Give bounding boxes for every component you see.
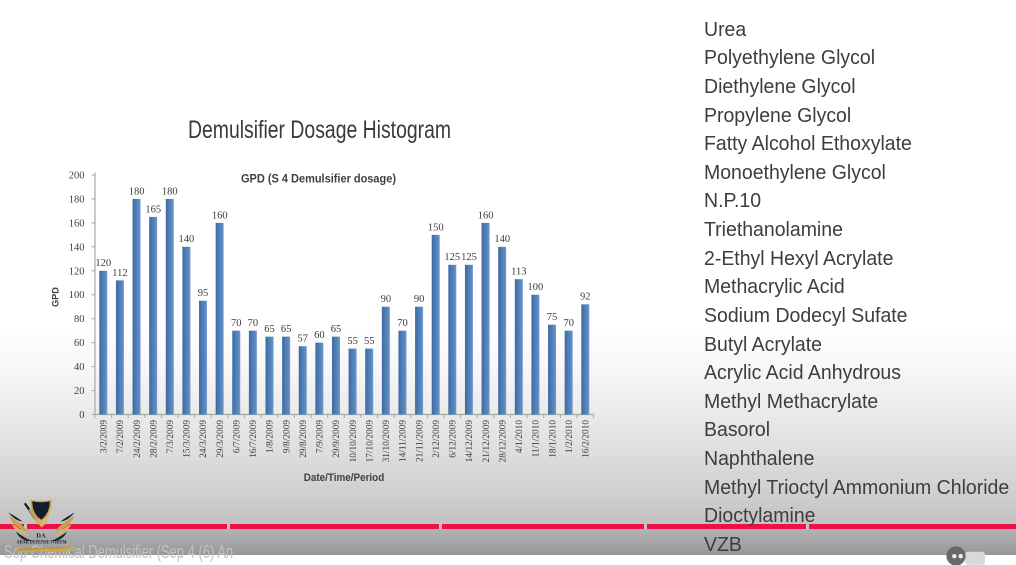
svg-text:60: 60 [74, 338, 85, 349]
svg-text:200: 200 [69, 171, 85, 182]
svg-text:6/12/2009: 6/12/2009 [449, 420, 459, 458]
svg-text:120: 120 [95, 258, 111, 269]
svg-text:95: 95 [198, 288, 209, 299]
svg-text:100: 100 [528, 282, 544, 293]
svg-text:0: 0 [79, 410, 84, 421]
svg-text:24/2/2009: 24/2/2009 [133, 420, 143, 458]
svg-text:11/1/2010: 11/1/2010 [532, 420, 542, 458]
svg-text:DA: DA [36, 533, 46, 540]
svg-text:21/12/2009: 21/12/2009 [482, 420, 492, 463]
svg-text:75: 75 [547, 312, 558, 323]
svg-text:18/1/2010: 18/1/2010 [548, 420, 558, 458]
svg-text:113: 113 [511, 267, 526, 278]
svg-text:65: 65 [281, 324, 292, 335]
svg-text:90: 90 [381, 294, 392, 305]
svg-text:28/12/2009: 28/12/2009 [498, 420, 508, 463]
svg-text:ARAB DEFENSE FORUM: ARAB DEFENSE FORUM [17, 539, 68, 545]
svg-text:160: 160 [212, 210, 228, 221]
svg-text:GPD (S 4 Demulsifier dosage): GPD (S 4 Demulsifier dosage) [241, 172, 396, 186]
svg-text:3/2/2009: 3/2/2009 [100, 420, 110, 453]
svg-text:29/9/2009: 29/9/2009 [332, 420, 342, 458]
svg-text:21/11/2009: 21/11/2009 [415, 420, 425, 462]
svg-text:20: 20 [74, 386, 85, 397]
svg-text:10/10/2009: 10/10/2009 [349, 420, 359, 463]
svg-text:31/10/2009: 31/10/2009 [382, 420, 392, 463]
svg-text:180: 180 [69, 194, 85, 205]
svg-text:80: 80 [74, 314, 85, 325]
svg-text:70: 70 [397, 318, 408, 329]
svg-text:16/2/2010: 16/2/2010 [581, 420, 591, 458]
svg-text:70: 70 [248, 318, 259, 329]
svg-text:112: 112 [112, 268, 127, 279]
svg-text:90: 90 [414, 294, 425, 305]
svg-text:4/1/2010: 4/1/2010 [515, 420, 525, 453]
svg-text:125: 125 [461, 252, 477, 263]
svg-text:165: 165 [145, 204, 161, 215]
svg-text:29/3/2009: 29/3/2009 [216, 420, 226, 458]
svg-text:16/7/2009: 16/7/2009 [249, 420, 259, 458]
svg-text:125: 125 [444, 252, 460, 263]
svg-text:1/8/2009: 1/8/2009 [266, 420, 276, 453]
svg-text:14/12/2009: 14/12/2009 [465, 420, 475, 463]
svg-text:60: 60 [314, 330, 325, 341]
svg-text:2/12/2009: 2/12/2009 [432, 420, 442, 458]
svg-text:7/9/2009: 7/9/2009 [316, 420, 326, 453]
svg-text:160: 160 [69, 218, 85, 229]
svg-text:9/8/2009: 9/8/2009 [282, 420, 292, 453]
svg-text:1/2/2010: 1/2/2010 [565, 420, 575, 453]
svg-text:65: 65 [264, 324, 275, 335]
svg-text:180: 180 [162, 186, 178, 197]
svg-text:70: 70 [563, 318, 574, 329]
svg-text:92: 92 [580, 292, 591, 303]
svg-text:28/2/2009: 28/2/2009 [149, 420, 159, 458]
svg-text:140: 140 [69, 242, 85, 253]
svg-text:57: 57 [298, 334, 309, 345]
svg-text:40: 40 [74, 362, 85, 373]
svg-text:24/3/2009: 24/3/2009 [199, 420, 209, 458]
svg-text:70: 70 [231, 318, 242, 329]
svg-text:65: 65 [331, 324, 342, 335]
svg-text:100: 100 [69, 290, 85, 301]
svg-text:GPD: GPD [51, 287, 61, 307]
svg-text:7/2/2009: 7/2/2009 [116, 420, 126, 453]
svg-text:160: 160 [478, 210, 494, 221]
svg-text:Date/Time/Period: Date/Time/Period [304, 472, 385, 484]
svg-text:120: 120 [69, 266, 85, 277]
svg-text:7/3/2009: 7/3/2009 [166, 420, 176, 453]
svg-text:180: 180 [129, 186, 145, 197]
svg-text:14/11/2009: 14/11/2009 [399, 420, 409, 462]
svg-text:150: 150 [428, 222, 444, 233]
svg-text:17/10/2009: 17/10/2009 [365, 420, 375, 463]
svg-text:55: 55 [347, 336, 358, 347]
svg-text:15/3/2009: 15/3/2009 [183, 420, 193, 458]
svg-text:140: 140 [494, 234, 510, 245]
svg-text:55: 55 [364, 336, 375, 347]
svg-text:29/8/2009: 29/8/2009 [299, 420, 309, 458]
svg-text:6/7/2009: 6/7/2009 [232, 420, 242, 453]
svg-text:140: 140 [179, 234, 195, 245]
